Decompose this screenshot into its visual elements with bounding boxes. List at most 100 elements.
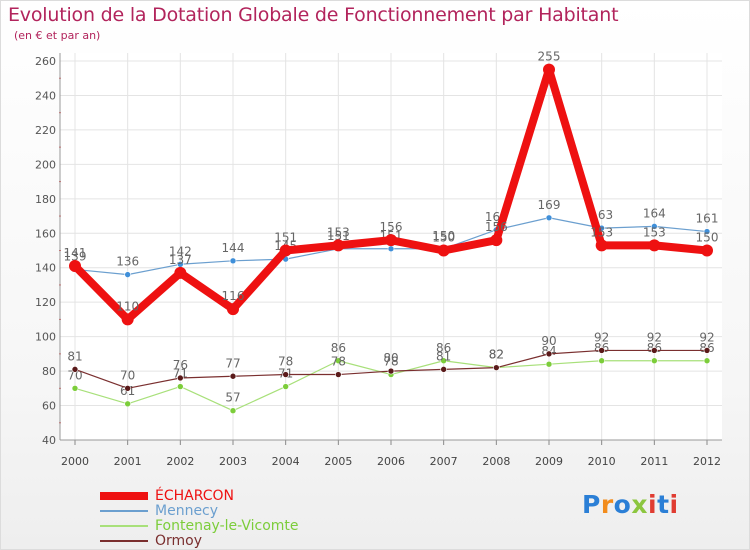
data-point	[174, 266, 187, 279]
x-tick-label: 2007	[430, 455, 458, 468]
data-point	[648, 239, 661, 252]
x-tick-label: 2006	[377, 455, 405, 468]
data-point	[282, 383, 289, 390]
legend-swatch-mennecy	[100, 510, 148, 512]
data-point	[177, 383, 184, 390]
data-point	[703, 357, 711, 365]
data-label: 92	[647, 330, 662, 344]
legend-label-echarcon: ÉCHARCON	[155, 488, 235, 504]
data-label: 164	[643, 206, 666, 220]
data-point	[703, 347, 711, 354]
data-label: 151	[274, 231, 297, 245]
data-point	[229, 372, 237, 380]
data-point	[121, 313, 134, 326]
data-point	[387, 245, 395, 253]
data-label: 81	[436, 349, 451, 363]
data-label: 150	[432, 229, 455, 243]
data-label: 57	[225, 391, 240, 405]
data-label: 70	[67, 368, 82, 382]
logo-letter: i	[669, 490, 679, 519]
data-label: 82	[489, 348, 504, 362]
data-point	[229, 257, 237, 265]
data-label: 81	[67, 349, 82, 363]
data-label: 77	[225, 356, 240, 370]
data-point	[440, 357, 447, 365]
data-point	[545, 214, 553, 222]
data-point	[651, 357, 658, 365]
data-point	[598, 347, 605, 354]
data-point	[493, 364, 500, 371]
data-point	[437, 244, 450, 257]
data-label: 153	[327, 225, 350, 239]
x-tick-label: 2002	[166, 455, 194, 468]
data-label: 169	[538, 198, 561, 212]
x-tick-label: 2008	[482, 455, 510, 468]
data-label: 137	[169, 253, 192, 267]
data-point	[598, 357, 605, 365]
data-label: 82	[489, 348, 504, 362]
chart-title: Evolution de la Dotation Globale de Fonc…	[8, 4, 619, 26]
data-point	[490, 234, 503, 247]
data-point	[440, 366, 447, 373]
x-tick-label: 2012	[693, 455, 721, 468]
legend-swatch-ormoy	[100, 540, 148, 542]
x-tick-label: 2011	[640, 455, 668, 468]
data-label: 153	[643, 225, 666, 239]
y-tick-label: 220	[35, 124, 56, 137]
data-label: 156	[485, 220, 508, 234]
data-label: 76	[173, 358, 188, 372]
logo-letter: t	[657, 490, 670, 519]
proxiti-logo: Proxiti	[582, 490, 679, 519]
data-point	[282, 371, 289, 378]
x-tick-label: 2010	[588, 455, 616, 468]
data-label: 141	[64, 246, 87, 260]
data-label: 142	[169, 244, 192, 258]
x-tick-label: 2009	[535, 455, 563, 468]
data-label: 151	[327, 229, 350, 243]
data-label: 86	[331, 341, 346, 355]
data-label: 150	[432, 231, 455, 245]
data-label: 70	[120, 368, 135, 382]
legend-label-ormoy: Ormoy	[155, 533, 203, 549]
data-point	[701, 244, 713, 257]
data-label: 116	[222, 289, 245, 303]
data-point	[545, 360, 553, 368]
logo-letter: o	[613, 490, 632, 519]
y-tick-label: 260	[35, 55, 56, 68]
x-tick-label: 2005	[324, 455, 352, 468]
data-label: 161	[696, 212, 719, 226]
data-point	[335, 371, 342, 378]
data-point	[545, 350, 553, 358]
data-point	[177, 374, 184, 382]
data-point	[651, 223, 658, 230]
data-label: 153	[590, 225, 613, 239]
data-label: 92	[699, 330, 714, 344]
x-tick-label: 2004	[272, 455, 300, 468]
data-point	[279, 244, 292, 257]
data-point	[387, 367, 395, 375]
data-point	[71, 385, 79, 392]
legend-swatch-fontenay	[100, 525, 148, 527]
data-point	[69, 260, 81, 273]
y-tick-label: 40	[42, 434, 56, 447]
y-tick-label: 100	[35, 331, 56, 344]
logo-letter: r	[600, 490, 614, 519]
x-tick-label: 2003	[219, 455, 247, 468]
data-label: 80	[383, 351, 398, 365]
data-point	[229, 407, 237, 415]
x-tick-label: 2000	[61, 455, 89, 468]
data-label: 92	[594, 330, 609, 344]
data-label: 78	[278, 355, 293, 369]
data-point	[124, 271, 131, 278]
y-tick-label: 120	[35, 296, 56, 309]
data-label: 78	[383, 355, 398, 369]
y-tick-label: 60	[42, 400, 56, 413]
data-point	[124, 385, 131, 392]
data-label: 139	[64, 249, 87, 263]
data-point	[543, 63, 555, 76]
y-tick-label: 200	[35, 158, 56, 171]
data-label: 78	[331, 355, 346, 369]
data-label: 255	[538, 50, 561, 64]
data-label: 110	[116, 299, 139, 313]
